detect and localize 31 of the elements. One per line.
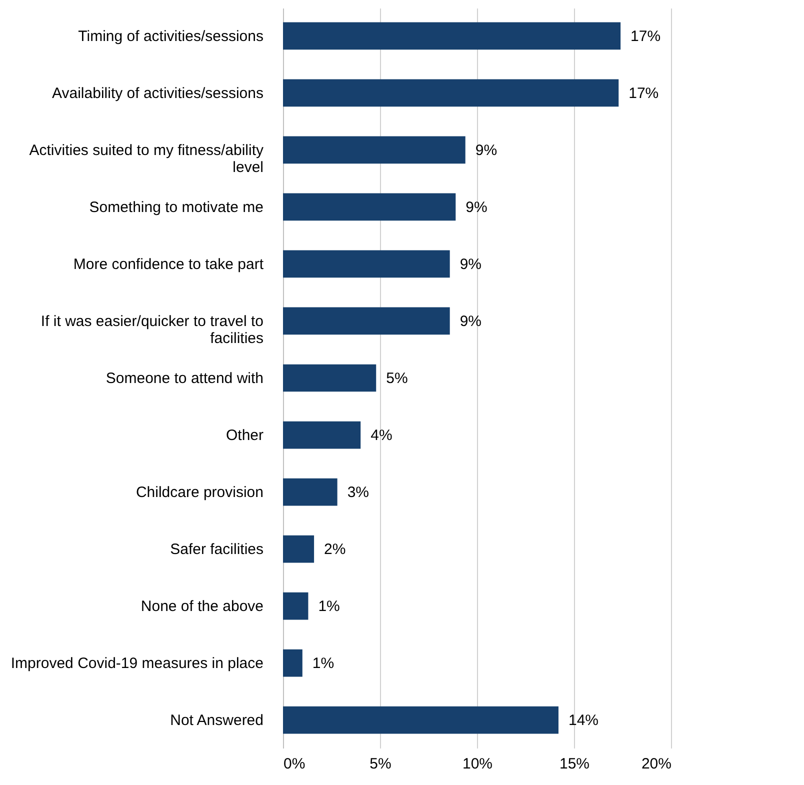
- y-tick-label: Safer facilities: [170, 541, 264, 558]
- x-tick-label: 20%: [641, 756, 672, 772]
- y-tick-label: If it was easier/quicker to travel to facilities: [40, 312, 264, 347]
- y-tick-label: Improved Covid-19 measures in place: [10, 655, 264, 672]
- y-tick-label: None of the above: [140, 598, 264, 616]
- data-label: 1%: [312, 655, 334, 672]
- data-label: 17%: [628, 84, 659, 102]
- data-label: 9%: [460, 312, 482, 330]
- y-tick-label: Activities suited to my fitness/ability level: [29, 142, 264, 176]
- data-label: 17%: [630, 28, 661, 45]
- x-tick-label: 5%: [370, 756, 392, 772]
- data-label: 1%: [318, 598, 340, 616]
- y-tick-label: Timing of activities/sessions: [78, 28, 264, 45]
- data-label: 9%: [466, 198, 488, 216]
- y-tick-label: Availability of activities/sessions: [52, 84, 264, 102]
- x-tick-label: 0%: [284, 756, 306, 772]
- data-label: 5%: [386, 370, 408, 387]
- y-tick-label: Not Answered: [170, 712, 264, 730]
- y-tick-label: More confidence to take part: [73, 256, 264, 273]
- y-tick-label: Childcare provision: [136, 484, 264, 502]
- y-tick-label: Something to motivate me: [89, 198, 264, 216]
- data-label: 2%: [324, 541, 346, 558]
- data-label: 9%: [460, 256, 482, 273]
- data-label: 4%: [370, 427, 392, 444]
- data-label: 9%: [475, 142, 498, 159]
- y-tick-label: Someone to attend with: [106, 370, 264, 387]
- data-label: 3%: [347, 484, 370, 502]
- x-tick-label: 10%: [462, 756, 493, 772]
- x-tick-label: 15%: [559, 756, 590, 772]
- data-label: 14%: [568, 712, 599, 730]
- y-tick-label: Other: [226, 427, 264, 444]
